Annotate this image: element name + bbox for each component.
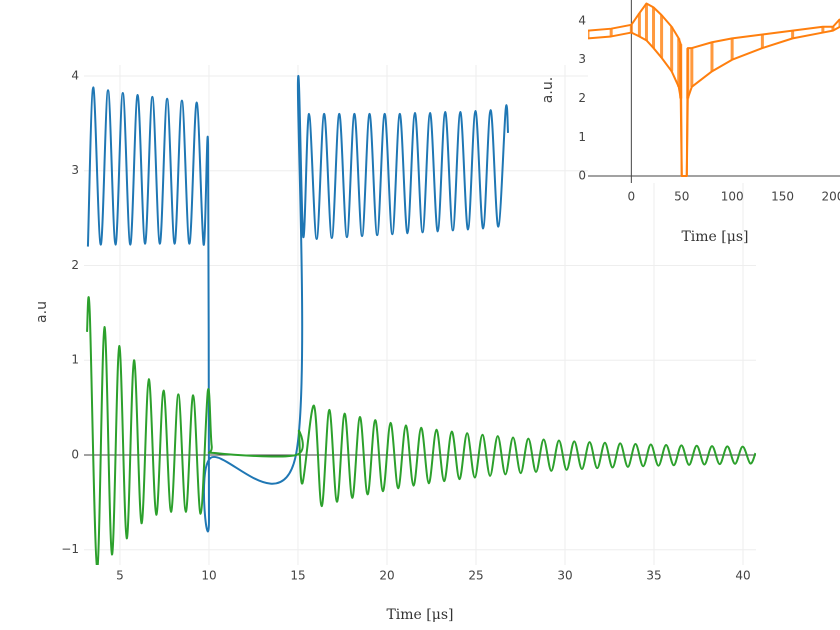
x-tick-label: 25 xyxy=(468,569,483,583)
y-tick-label: 4 xyxy=(71,68,79,82)
y-tick-label: 2 xyxy=(578,91,586,105)
inset-background xyxy=(588,0,840,183)
series-line xyxy=(86,296,756,565)
x-tick-label: 15 xyxy=(290,569,305,583)
y-tick-label: 1 xyxy=(578,130,586,144)
y-tick-label: 1 xyxy=(71,353,79,367)
x-axis-label: Time [μs] xyxy=(681,229,748,245)
x-tick-label: 40 xyxy=(735,569,750,583)
y-tick-label: −1 xyxy=(61,542,79,556)
x-tick-label: 10 xyxy=(201,569,216,583)
x-tick-label: 150 xyxy=(771,190,794,204)
y-axis-label: a.u. xyxy=(540,77,556,103)
series-line xyxy=(86,75,510,533)
x-axis-label: Time [μs] xyxy=(386,607,453,623)
y-tick-label: 0 xyxy=(578,169,586,183)
y-tick-label: 2 xyxy=(71,258,79,272)
inset-plot: 0 50 100 150 200 0 1 2 3 4 Time [μs] a.u. xyxy=(540,0,840,245)
series-line xyxy=(588,25,840,178)
x-tick-label: 30 xyxy=(557,569,572,583)
y-tick-label: 0 xyxy=(71,447,79,461)
x-tick-label: 0 xyxy=(628,190,636,204)
x-tick-label: 100 xyxy=(721,190,744,204)
y-tick-label: 4 xyxy=(578,13,586,27)
y-axis-label: a.u xyxy=(34,301,50,323)
y-tick-label: 3 xyxy=(71,163,79,177)
x-tick-label: 200 xyxy=(821,190,840,204)
x-tick-label: 50 xyxy=(674,190,689,204)
x-tick-label: 5 xyxy=(116,569,124,583)
plot-area xyxy=(86,75,756,565)
plot-area xyxy=(588,2,840,178)
y-tick-label: 3 xyxy=(578,52,586,66)
x-tick-label: 20 xyxy=(379,569,394,583)
x-tick-label: 35 xyxy=(646,569,661,583)
